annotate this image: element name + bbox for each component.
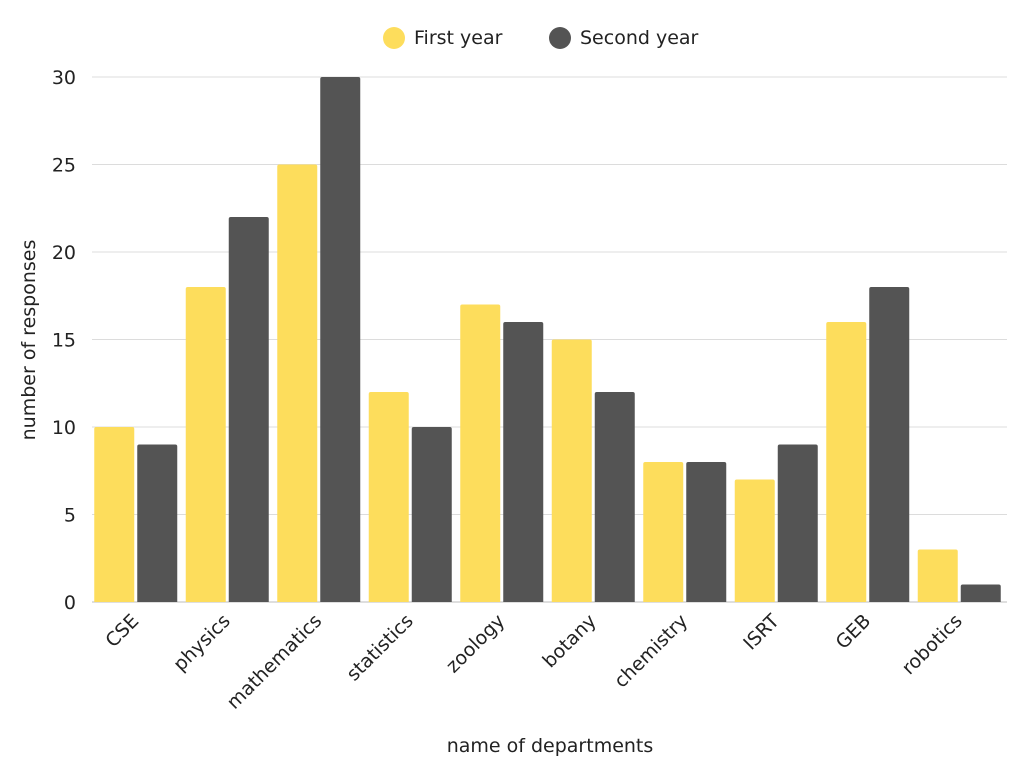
x-tick-label: CSE: [101, 610, 143, 652]
bar-second-year-geb: [869, 287, 910, 602]
legend-marker: [383, 27, 405, 49]
bar-first-year-mathematics: [277, 164, 318, 602]
bar-second-year-botany: [594, 392, 635, 602]
y-tick-label: 10: [52, 417, 76, 439]
bar-second-year-cse: [137, 444, 178, 602]
bar-second-year-robotics: [960, 584, 1001, 602]
bar-first-year-robotics: [917, 549, 958, 602]
legend-label: First year: [414, 27, 503, 49]
x-tick-label: ISRT: [739, 610, 784, 655]
bar-second-year-isrt: [777, 444, 818, 602]
bar-first-year-botany: [551, 339, 592, 602]
y-tick-label: 25: [52, 155, 76, 177]
x-tick-label: physics: [169, 610, 235, 676]
bar-second-year-chemistry: [686, 462, 727, 602]
y-axis-label: number of responses: [18, 240, 40, 441]
x-tick-label: robotics: [898, 610, 967, 679]
x-tick-label: GEB: [832, 610, 876, 654]
y-tick-label: 30: [52, 67, 76, 89]
x-tick-label: chemistry: [610, 610, 692, 692]
bar-second-year-physics: [228, 217, 269, 602]
x-tick-label: botany: [539, 610, 601, 672]
x-axis-label: name of departments: [447, 735, 654, 757]
y-tick-label: 15: [52, 330, 76, 352]
bar-first-year-chemistry: [643, 462, 684, 602]
x-tick-label: statistics: [342, 610, 417, 685]
legend-label: Second year: [580, 27, 699, 49]
bar-first-year-isrt: [734, 479, 775, 602]
bars: [94, 77, 1001, 602]
y-axis-ticks: 0 5 10 15 20 25 30: [52, 67, 76, 614]
bar-first-year-statistics: [368, 392, 409, 602]
y-tick-label: 5: [64, 505, 76, 527]
legend-marker: [549, 27, 571, 49]
y-tick-label: 20: [52, 242, 76, 264]
bar-first-year-cse: [94, 427, 135, 602]
x-tick-label: zoology: [442, 610, 509, 677]
bar-second-year-zoology: [503, 322, 544, 602]
bar-second-year-statistics: [411, 427, 452, 602]
bar-second-year-mathematics: [320, 77, 361, 602]
bar-first-year-zoology: [460, 304, 501, 602]
y-tick-label: 0: [64, 592, 76, 614]
bar-first-year-physics: [185, 287, 226, 602]
bar-first-year-geb: [826, 322, 867, 602]
legend: First year Second year: [383, 27, 699, 49]
x-tick-label: mathematics: [223, 610, 327, 714]
